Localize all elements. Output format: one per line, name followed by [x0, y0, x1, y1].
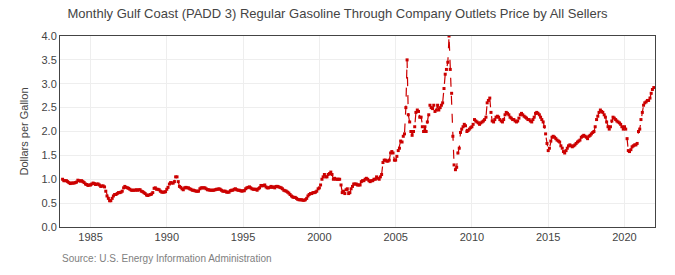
svg-text:2010: 2010 — [460, 231, 484, 243]
svg-text:2.5: 2.5 — [42, 101, 57, 113]
svg-text:1990: 1990 — [155, 231, 179, 243]
svg-text:1.5: 1.5 — [42, 149, 57, 161]
svg-text:Dollars per Gallon: Dollars per Gallon — [18, 87, 30, 175]
svg-text:0.0: 0.0 — [42, 221, 57, 233]
svg-text:Source: U.S. Energy Informatio: Source: U.S. Energy Information Administ… — [62, 253, 272, 264]
svg-text:3.5: 3.5 — [42, 54, 57, 66]
svg-text:1995: 1995 — [231, 231, 255, 243]
svg-text:1.0: 1.0 — [42, 173, 57, 185]
svg-text:2000: 2000 — [307, 231, 331, 243]
svg-text:0.5: 0.5 — [42, 197, 57, 209]
svg-text:2.0: 2.0 — [42, 125, 57, 137]
svg-text:1985: 1985 — [78, 231, 102, 243]
svg-text:3.0: 3.0 — [42, 78, 57, 90]
svg-text:Monthly Gulf Coast (PADD 3) Re: Monthly Gulf Coast (PADD 3) Regular Gaso… — [68, 6, 608, 21]
svg-text:2005: 2005 — [383, 231, 407, 243]
svg-text:4.0: 4.0 — [42, 30, 57, 42]
svg-text:2015: 2015 — [536, 231, 560, 243]
svg-text:2020: 2020 — [612, 231, 636, 243]
